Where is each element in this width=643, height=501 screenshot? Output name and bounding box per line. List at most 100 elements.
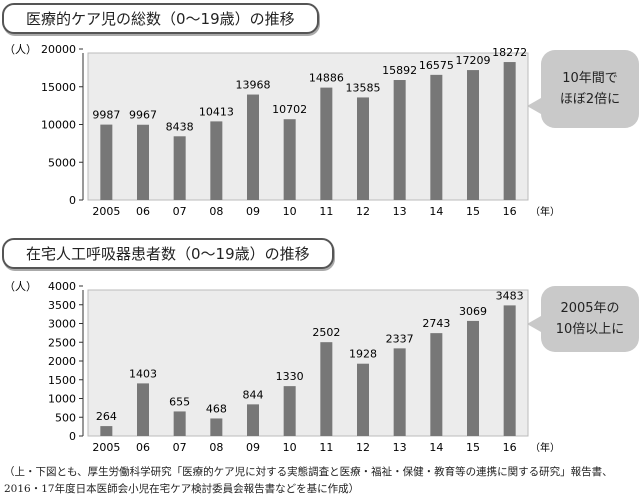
y-tick-label: 2500 (48, 336, 76, 349)
data-label: 264 (96, 410, 117, 423)
bar (210, 418, 223, 436)
y-tick-label: 10000 (41, 119, 76, 132)
bar (283, 119, 296, 200)
y-tick-label: 15000 (41, 81, 76, 94)
bar (430, 333, 443, 436)
data-label: 468 (206, 402, 227, 415)
callout-line: ほぼ2倍に (559, 92, 621, 107)
data-label: 655 (169, 395, 190, 408)
data-label: 3483 (496, 289, 524, 302)
y-unit-label: （人） (4, 280, 37, 293)
x-tick-label: 14 (429, 205, 443, 218)
data-label: 3069 (459, 305, 487, 318)
x-tick-label: 2005 (92, 441, 120, 454)
bar (467, 70, 479, 200)
y-tick-label: 0 (69, 194, 76, 207)
data-label: 18272 (492, 46, 527, 59)
data-label: 844 (243, 388, 264, 401)
bar (247, 94, 259, 200)
footnote: （上・下図とも、厚生労働科学研究「医療的ケア児に対する実態調査と医療・福祉・保健… (4, 464, 613, 498)
y-tick-label: 20000 (41, 43, 76, 56)
bar (173, 136, 186, 200)
y-tick-label: 4000 (48, 280, 76, 293)
x-unit-label: （年） (530, 441, 560, 454)
callout-line: 2005年の (560, 301, 620, 316)
bar (467, 320, 479, 436)
x-tick-label: 15 (466, 205, 480, 218)
x-tick-label: 11 (319, 205, 333, 218)
x-tick-label: 14 (429, 441, 443, 454)
x-tick-label: 16 (503, 441, 517, 454)
y-tick-label: 0 (69, 430, 76, 443)
y-tick-label: 1500 (48, 374, 76, 387)
bar (100, 124, 113, 200)
data-label: 9987 (92, 109, 120, 122)
y-unit-label: （人） (4, 43, 37, 56)
x-unit-label: （年） (530, 205, 560, 218)
data-label: 13968 (236, 79, 271, 92)
chart2-title: 在宅人工呼吸器患者数（0〜19歳）の推移 (2, 238, 334, 269)
bar (357, 97, 369, 200)
y-tick-label: 3500 (48, 299, 76, 312)
x-tick-label: 06 (136, 205, 150, 218)
x-tick-label: 10 (283, 441, 297, 454)
bar (393, 348, 406, 436)
x-tick-label: 11 (319, 441, 333, 454)
data-label: 16575 (419, 59, 454, 72)
bar (503, 305, 516, 436)
callout-chart1: 10年間で ほぼ2倍に (527, 50, 639, 128)
bar (173, 411, 186, 436)
x-tick-label: 08 (209, 205, 223, 218)
x-tick-label: 15 (466, 441, 480, 454)
data-label: 1403 (129, 367, 157, 380)
x-tick-label: 13 (393, 441, 407, 454)
x-tick-label: 13 (393, 205, 407, 218)
bar (503, 62, 516, 200)
y-tick-label: 500 (55, 411, 76, 424)
footnote-line: （上・下図とも、厚生労働科学研究「医療的ケア児に対する実態調査と医療・福祉・保健… (4, 466, 613, 478)
data-label: 17209 (456, 54, 491, 67)
y-tick-label: 5000 (48, 156, 76, 169)
x-tick-label: 09 (246, 205, 260, 218)
callout-line: 10倍以上に (555, 322, 625, 337)
x-tick-label: 08 (209, 441, 223, 454)
data-label: 2502 (312, 326, 340, 339)
plot-area (87, 52, 529, 201)
data-label: 15892 (382, 64, 417, 77)
y-tick-label: 1000 (48, 393, 76, 406)
y-tick-label: 2000 (48, 355, 76, 368)
bar (100, 426, 113, 436)
bar (210, 121, 223, 200)
x-tick-label: 09 (246, 441, 260, 454)
x-tick-label: 16 (503, 205, 517, 218)
bar (283, 386, 296, 436)
data-label: 14886 (309, 72, 344, 85)
x-tick-label: 10 (283, 205, 297, 218)
bar (430, 74, 443, 200)
data-label: 1330 (276, 370, 304, 383)
data-label: 8438 (166, 120, 194, 133)
data-label: 9967 (129, 109, 157, 122)
x-tick-label: 07 (173, 205, 187, 218)
bar (320, 87, 333, 200)
callout-line: 10年間で (562, 71, 618, 86)
data-label: 2743 (422, 317, 450, 330)
data-label: 13585 (346, 81, 381, 94)
data-label: 10413 (199, 105, 234, 118)
x-tick-label: 12 (356, 205, 370, 218)
bar (393, 80, 406, 200)
bar (137, 383, 149, 436)
data-label: 10702 (272, 103, 307, 116)
bar (247, 404, 259, 436)
data-label: 1928 (349, 348, 377, 361)
callout-chart2: 2005年の 10倍以上に (527, 286, 639, 352)
chart1-title: 医療的ケア児の総数（0〜19歳）の推移 (2, 3, 319, 34)
bar (357, 363, 369, 436)
x-tick-label: 06 (136, 441, 150, 454)
bar (320, 342, 333, 436)
x-tick-label: 12 (356, 441, 370, 454)
data-label: 2337 (386, 332, 414, 345)
bar (137, 124, 149, 200)
x-tick-label: 07 (173, 441, 187, 454)
